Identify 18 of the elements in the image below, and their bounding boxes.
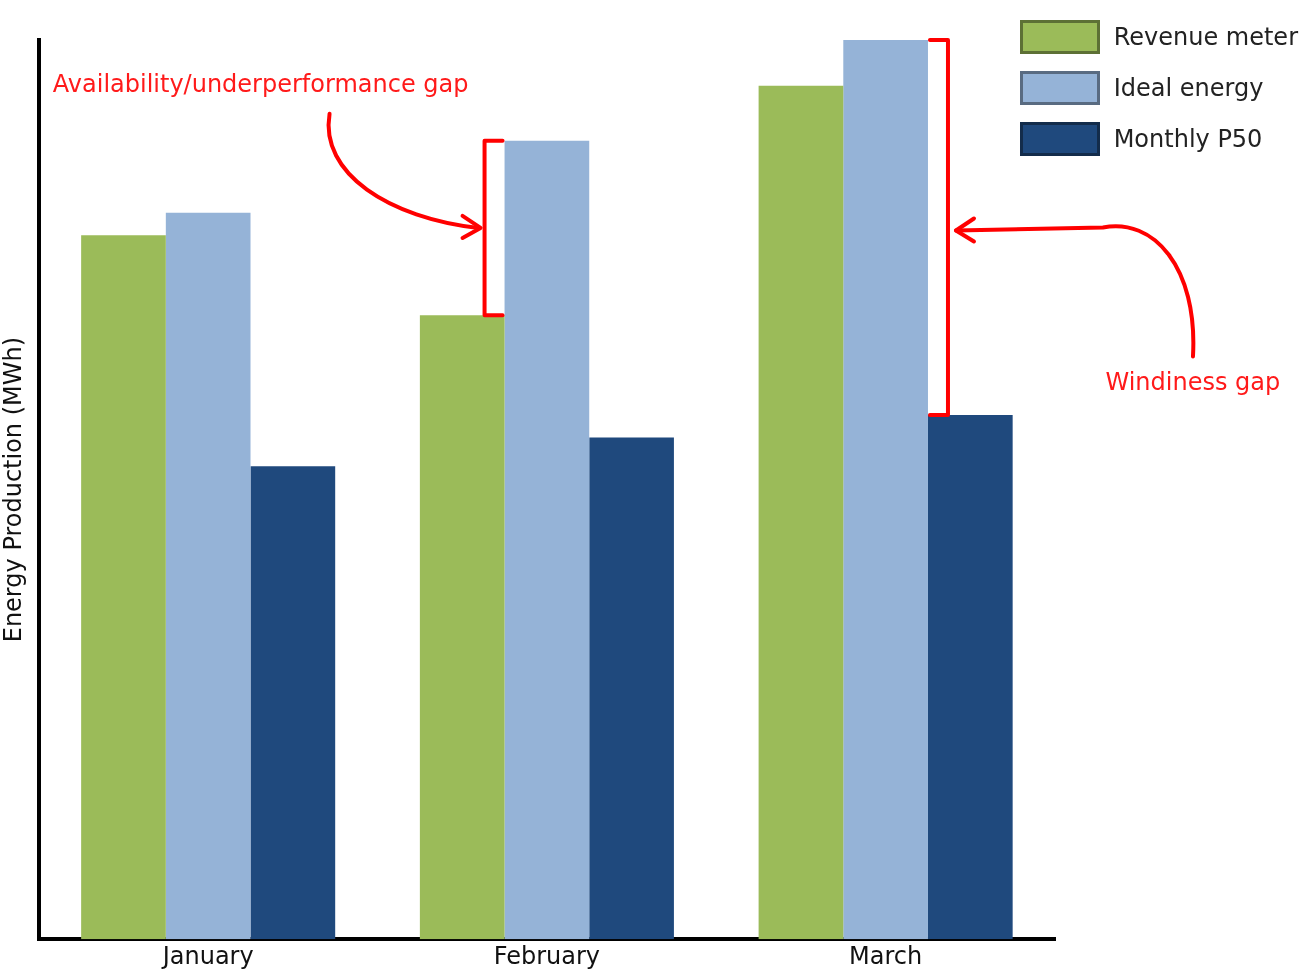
bar — [504, 140, 590, 940]
y-axis-title: Energy Production (MWh) — [0, 336, 27, 643]
x-tick-label: March — [849, 941, 923, 970]
x-tick-label: January — [160, 941, 254, 970]
legend-label: Ideal energy — [1113, 74, 1264, 102]
bar — [419, 315, 505, 940]
bar — [81, 235, 166, 940]
text: Windiness gap — [1105, 368, 1281, 397]
bar — [843, 40, 928, 940]
legend-label: Monthly P50 — [1113, 125, 1263, 153]
bar — [250, 466, 336, 940]
bar — [927, 414, 1013, 940]
bar — [165, 212, 251, 940]
annotation: Availability/underperformance gap — [52, 69, 469, 98]
bar — [589, 437, 674, 940]
bar — [758, 85, 844, 940]
legend-label: Revenue meter — [1113, 23, 1298, 51]
x-tick-label: February — [493, 941, 601, 970]
